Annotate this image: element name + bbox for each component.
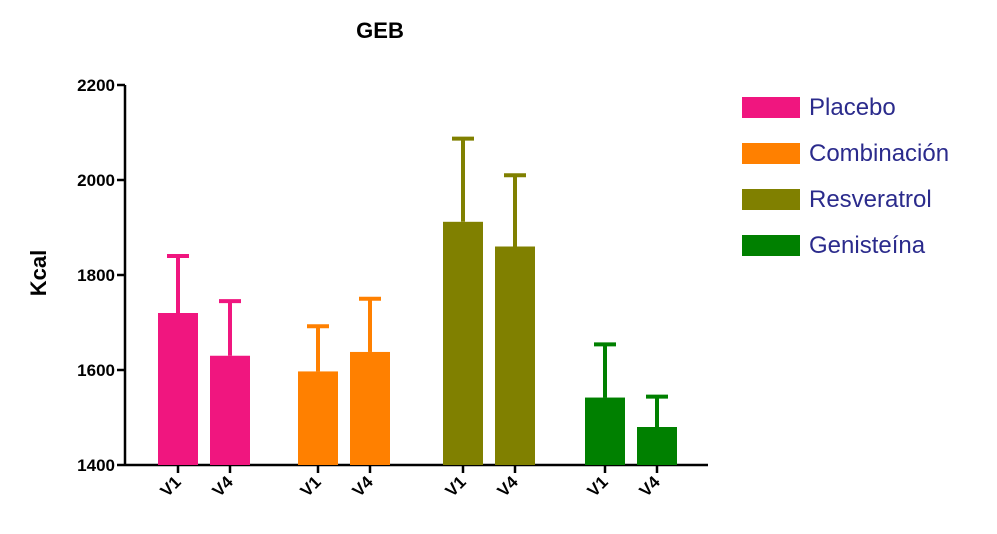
legend-label: Placebo	[809, 94, 896, 121]
bar	[637, 427, 677, 465]
legend-swatch	[742, 189, 800, 210]
legend: Placebo Combinación Resveratrol Genisteína	[742, 94, 949, 259]
chart-title: GEB	[356, 18, 404, 43]
legend-swatch	[742, 235, 800, 256]
y-axis-label: Kcal	[26, 250, 51, 296]
category-labels: V1 V4 V1 V4 V1 V4 V1 V4	[157, 472, 665, 501]
category-label: V1	[442, 472, 470, 500]
category-label: V1	[157, 472, 185, 500]
bar	[350, 351, 390, 465]
bar	[210, 355, 250, 465]
category-label: V4	[494, 472, 523, 501]
bar	[158, 313, 198, 465]
bar	[443, 221, 483, 465]
legend-label: Combinación	[809, 140, 949, 167]
category-label: V1	[297, 472, 325, 500]
bar	[298, 371, 338, 465]
legend-label: Resveratrol	[809, 186, 932, 213]
legend-swatch	[742, 97, 800, 118]
y-tick-label: 1400	[77, 456, 115, 475]
bar	[585, 397, 625, 465]
bars	[158, 136, 677, 465]
y-tick-label: 2200	[77, 76, 115, 95]
category-label: V1	[584, 472, 612, 500]
y-tick-label: 1800	[77, 266, 115, 285]
y-tick-label: 1600	[77, 361, 115, 380]
legend-label: Genisteína	[809, 232, 926, 259]
legend-swatch	[742, 143, 800, 164]
bar	[495, 246, 535, 465]
category-label: V4	[209, 472, 238, 501]
category-label: V4	[349, 472, 378, 501]
category-label: V4	[636, 472, 665, 501]
y-tick-label: 2000	[77, 171, 115, 190]
